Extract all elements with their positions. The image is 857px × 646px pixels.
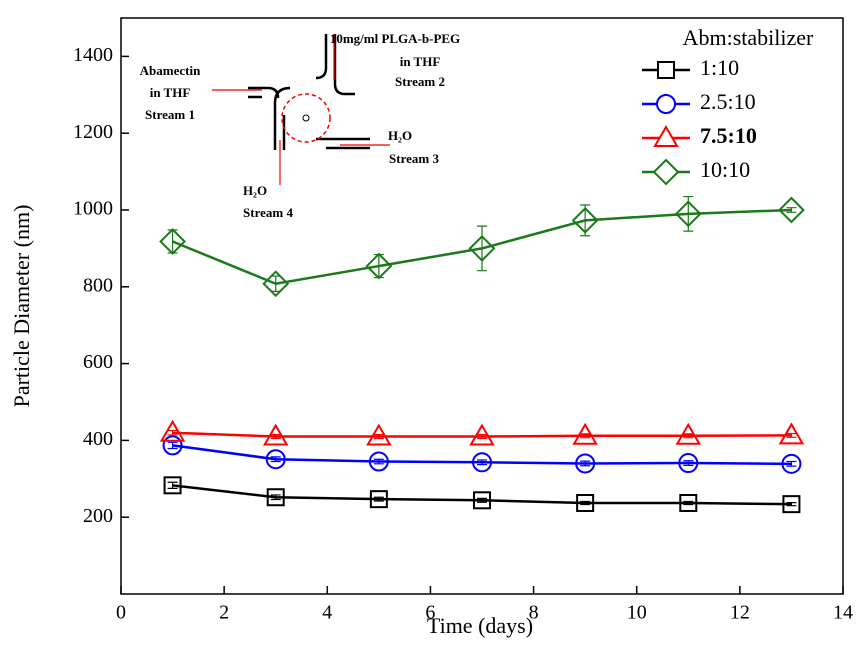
- legend-label: 2.5:10: [700, 89, 756, 114]
- error-bar: [477, 459, 487, 466]
- error-bar: [270, 456, 281, 463]
- y-tick-label: 800: [83, 274, 113, 296]
- legend-title: Abm:stabilizer: [683, 25, 814, 50]
- inset-label: in THF: [150, 85, 191, 100]
- channels: [248, 34, 370, 150]
- x-axis-label: Time (days): [427, 613, 533, 638]
- marker: [656, 94, 676, 114]
- error-bar: [683, 500, 694, 506]
- legend-entry: 2.5:10: [642, 89, 756, 114]
- arrows: [212, 34, 390, 185]
- marker: [679, 493, 698, 512]
- marker: [657, 61, 675, 79]
- y-tick-label: 1000: [73, 198, 113, 220]
- marker: [781, 453, 802, 474]
- error-bar: [373, 434, 384, 440]
- error-bar: [477, 434, 487, 440]
- error-bar: [270, 434, 281, 440]
- marker: [469, 423, 495, 446]
- marker: [653, 125, 679, 147]
- error-bar: [683, 433, 694, 439]
- error-bar: [580, 433, 591, 439]
- inset-label: Stream 4: [243, 205, 293, 220]
- error-bar: [786, 207, 797, 213]
- marker: [162, 435, 183, 456]
- y-tick-label: 400: [83, 428, 113, 450]
- inset-label: Stream 3: [389, 151, 439, 166]
- error-bar: [167, 441, 178, 450]
- marker: [163, 476, 182, 495]
- marker: [265, 449, 286, 470]
- inset-label: H₂O: [388, 128, 412, 143]
- legend-entry: 1:10: [642, 55, 739, 80]
- x-tick-label: 2: [219, 602, 229, 624]
- error-bar: [167, 429, 178, 436]
- x-tick-label: 0: [116, 602, 126, 624]
- y-tick-label: 1400: [73, 44, 113, 66]
- marker: [472, 452, 492, 473]
- marker: [365, 252, 393, 280]
- error-bar: [270, 494, 281, 501]
- marker: [262, 423, 289, 446]
- vortex: [281, 93, 331, 143]
- x-tick-label: 6: [425, 602, 435, 624]
- inset-label: Stream 2: [395, 74, 445, 89]
- marker: [366, 423, 392, 446]
- legend-entry: 10:10: [642, 157, 750, 186]
- marker: [675, 422, 702, 445]
- error-bar: [373, 496, 384, 502]
- y-axis-label: Particle Diameter (nm): [9, 205, 34, 408]
- center: [302, 114, 310, 122]
- marker: [678, 453, 699, 474]
- x-tick-label: 8: [529, 602, 539, 624]
- inset-diagram: 10mg/ml PLGA-b-PEG in THF Stream 2 Abame…: [140, 31, 461, 220]
- inset-label: 10mg/ml PLGA-b-PEG: [330, 31, 460, 46]
- error-bar: [580, 204, 591, 237]
- plot-frame: [120, 17, 844, 595]
- marker: [778, 196, 805, 224]
- error-bar: [786, 502, 797, 507]
- error-bar: [580, 500, 591, 506]
- error-bar: [580, 460, 591, 467]
- inset-label: Stream 1: [145, 107, 195, 122]
- legend-label: 1:10: [700, 55, 739, 80]
- legend-label: 7.5:10: [700, 123, 757, 148]
- marker: [778, 422, 805, 445]
- legend-entry: 7.5:10: [642, 123, 757, 148]
- x-tick-label: 4: [322, 602, 332, 624]
- error-bar: [786, 460, 797, 467]
- marker: [576, 493, 595, 512]
- x-tick-label: 14: [833, 602, 853, 624]
- error-bar: [786, 432, 797, 438]
- marker: [473, 491, 491, 510]
- marker: [159, 228, 186, 255]
- y-tick-label: 200: [83, 505, 113, 527]
- marker: [571, 206, 599, 234]
- y-tick-label: 600: [83, 351, 113, 373]
- error-bar: [477, 225, 487, 272]
- marker: [262, 270, 290, 298]
- marker: [572, 422, 598, 445]
- inset-label: in THF: [400, 54, 441, 69]
- marker: [468, 234, 496, 262]
- marker: [369, 490, 388, 509]
- inset-label: Abamectin: [140, 63, 201, 78]
- error-bar: [373, 458, 384, 465]
- error-bar: [477, 497, 487, 503]
- marker: [782, 495, 801, 514]
- x-tick-label: 12: [730, 602, 750, 624]
- error-bar: [167, 481, 178, 489]
- legend-label: 10:10: [700, 157, 750, 182]
- marker: [159, 419, 186, 442]
- marker: [652, 158, 680, 186]
- inset-label: H₂O: [243, 183, 267, 198]
- marker: [575, 453, 596, 474]
- marker: [368, 451, 389, 472]
- x-tick-label: 10: [627, 602, 647, 624]
- y-tick-label: 1200: [73, 121, 113, 143]
- marker: [266, 488, 285, 507]
- marker: [674, 200, 702, 228]
- error-bar: [683, 460, 694, 466]
